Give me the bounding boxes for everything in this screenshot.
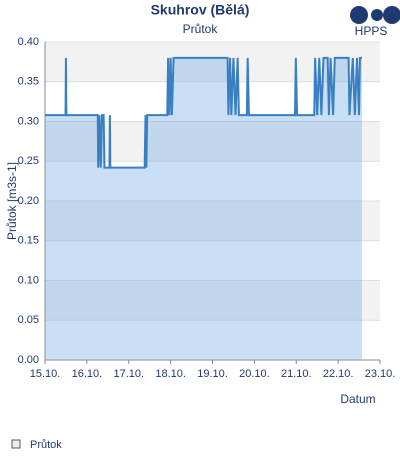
legend-label: Průtok — [30, 439, 62, 451]
area-fill — [45, 57, 362, 361]
x-tick-label: 15.10. — [30, 368, 61, 380]
chart-subtitle: Průtok — [183, 22, 219, 36]
x-axis-label: Datum — [340, 392, 375, 406]
x-tick-label: 17.10. — [113, 368, 144, 380]
x-tick-label: 23.10. — [365, 368, 396, 380]
y-tick-label: 0.30 — [18, 115, 39, 127]
x-tick-label: 22.10. — [323, 368, 354, 380]
x-tick-label: 21.10. — [281, 368, 312, 380]
x-tick-label: 18.10. — [155, 368, 186, 380]
grid-band — [45, 280, 380, 321]
x-tick-label: 16.10. — [72, 368, 103, 380]
x-tick-label: 20.10. — [239, 368, 270, 380]
logo-icon — [350, 6, 400, 24]
y-tick-label: 0.00 — [18, 354, 39, 366]
y-tick-label: 0.20 — [18, 195, 39, 207]
y-tick-label: 0.40 — [18, 36, 39, 48]
y-tick-label: 0.05 — [18, 314, 39, 326]
logo-text: HPPS — [355, 24, 388, 38]
grid-band — [45, 201, 380, 241]
x-tick-label: 19.10. — [197, 368, 228, 380]
legend-swatch — [11, 439, 21, 449]
y-tick-label: 0.35 — [18, 76, 39, 88]
line — [45, 56, 362, 169]
chart-title: Skuhrov (Bělá) — [151, 2, 250, 18]
y-tick-label: 0.10 — [18, 274, 39, 286]
y-axis-label: Průtok [m3s-1] — [5, 162, 19, 240]
y-tick-label: 0.25 — [18, 155, 39, 167]
y-tick-label: 0.15 — [18, 235, 39, 247]
